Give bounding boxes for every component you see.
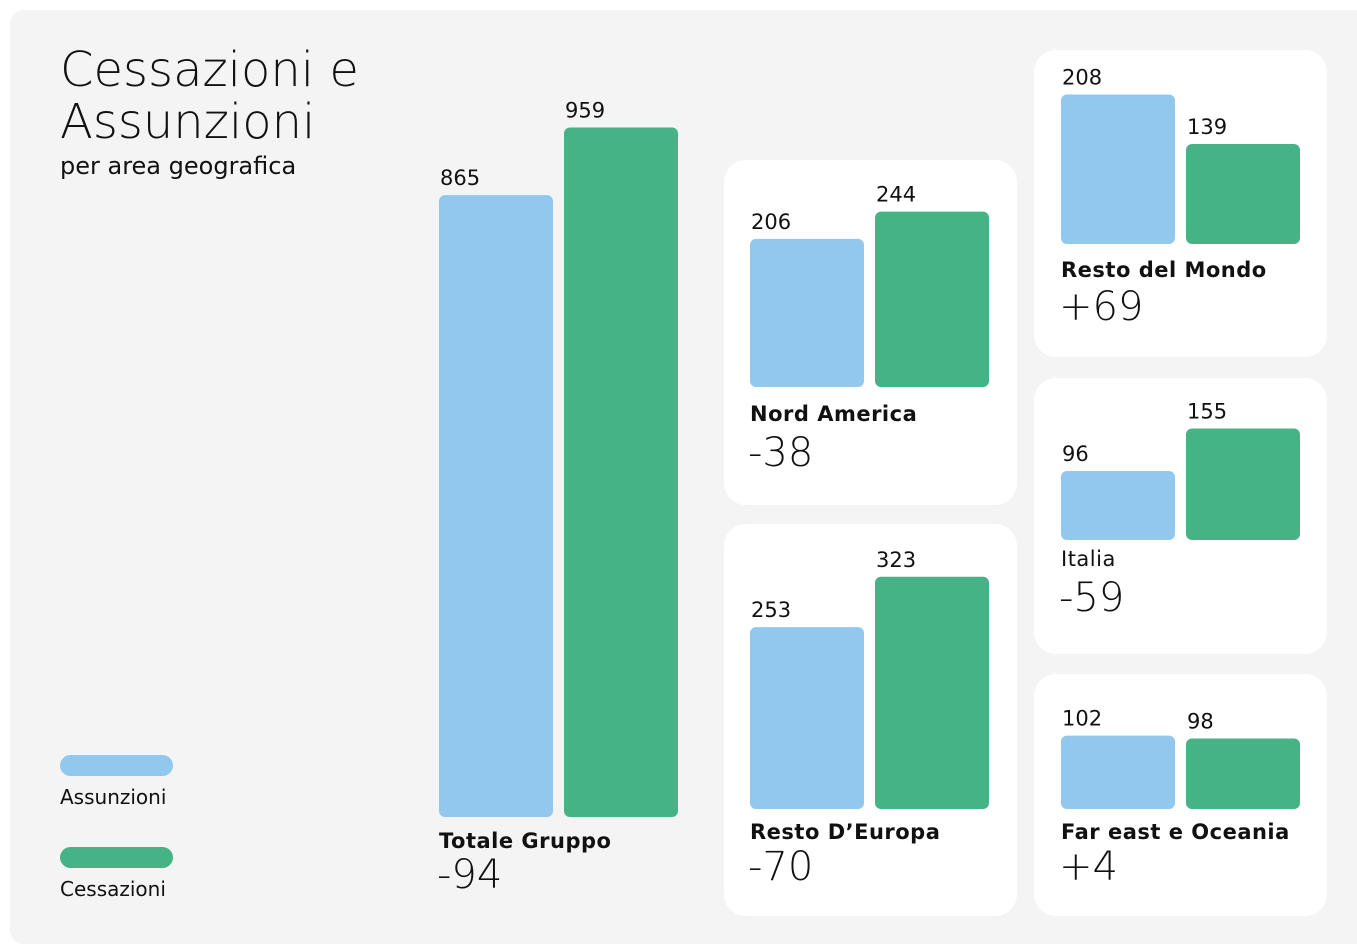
value-label: 244 bbox=[876, 183, 916, 207]
net-label: -94 bbox=[437, 852, 502, 898]
value-label: 959 bbox=[565, 98, 605, 122]
chart-subtitle: per area geografica bbox=[60, 152, 297, 180]
value-label: 139 bbox=[1187, 115, 1227, 139]
category-label: Italia bbox=[1061, 547, 1116, 571]
bar bbox=[875, 211, 989, 387]
bar bbox=[1186, 144, 1300, 244]
category-label: Resto del Mondo bbox=[1061, 258, 1267, 282]
bar bbox=[1061, 470, 1175, 540]
value-label: 323 bbox=[876, 548, 916, 572]
panel bbox=[1034, 674, 1327, 916]
bar bbox=[564, 127, 678, 817]
net-label: +69 bbox=[1059, 284, 1143, 330]
category-label: Nord America bbox=[750, 402, 917, 426]
legend-label: Cessazioni bbox=[60, 877, 166, 901]
value-label: 865 bbox=[440, 166, 480, 190]
net-label: -59 bbox=[1059, 575, 1124, 621]
net-label: +4 bbox=[1059, 844, 1118, 890]
bar bbox=[439, 195, 553, 817]
bar bbox=[1061, 94, 1175, 244]
bar bbox=[750, 627, 864, 809]
bar bbox=[750, 238, 864, 387]
chart-title: Cessazioni e Assunzioni bbox=[60, 42, 359, 150]
legend-swatch bbox=[60, 847, 173, 868]
bar bbox=[1186, 428, 1300, 540]
bar bbox=[1061, 735, 1175, 809]
value-label: 253 bbox=[751, 598, 791, 622]
category-label: Totale Gruppo bbox=[439, 829, 611, 853]
value-label: 208 bbox=[1062, 65, 1102, 89]
value-label: 206 bbox=[751, 210, 791, 234]
legend-swatch bbox=[60, 755, 173, 776]
net-label: -38 bbox=[748, 430, 813, 476]
legend-label: Assunzioni bbox=[60, 785, 166, 809]
bar bbox=[875, 576, 989, 809]
category-label: Resto D’Europa bbox=[750, 820, 940, 844]
net-label: -70 bbox=[748, 844, 813, 890]
value-label: 98 bbox=[1187, 710, 1214, 734]
value-label: 155 bbox=[1187, 400, 1227, 424]
category-label: Far east e Oceania bbox=[1061, 820, 1290, 844]
value-label: 102 bbox=[1062, 707, 1102, 731]
bar bbox=[1186, 738, 1300, 809]
value-label: 96 bbox=[1062, 442, 1089, 466]
